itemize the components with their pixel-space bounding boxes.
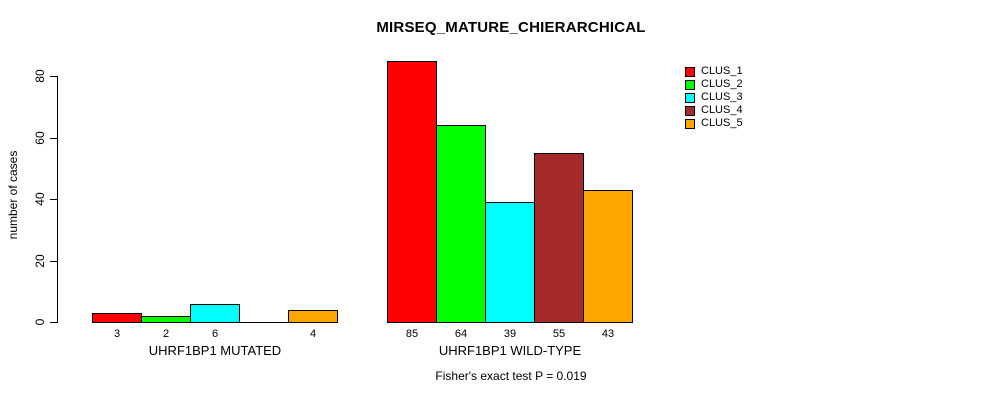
bar-clus_1 [92,313,142,323]
legend-swatch [685,92,695,103]
y-axis-tick [50,261,57,262]
bar-clus_4 [534,153,584,323]
legend-item: CLUS_5 [685,117,743,130]
bar-value-label: 2 [162,328,170,340]
legend-swatch [685,105,695,116]
bar-value-label: 85 [405,328,419,340]
legend-swatch [685,79,695,90]
group-label-mutated: UHRF1BP1 MUTATED [148,343,282,358]
legend-item: CLUS_3 [685,91,743,104]
bar-clus_5 [288,310,338,323]
bar-clus_3 [190,304,240,323]
footer-annotation: Fisher's exact test P = 0.019 [435,369,587,383]
bar-clus_3 [485,202,535,323]
legend-item: CLUS_4 [685,104,743,117]
legend-label: CLUS_5 [701,117,743,129]
y-axis-tick-label: 40 [33,192,47,206]
bar-clus_1 [387,61,437,323]
legend-label: CLUS_4 [701,104,743,116]
bar-value-label: 4 [309,328,317,340]
bar-value-label: 55 [552,328,566,340]
chart-title: MIRSEQ_MATURE_CHIERARCHICAL [376,19,646,36]
y-axis-tick-label: 0 [33,318,47,326]
bar-clus_5 [583,190,633,323]
legend-item: CLUS_1 [685,65,743,78]
bar-clus_2 [436,125,486,323]
y-axis-tick-label: 60 [33,131,47,145]
legend-label: CLUS_3 [701,91,743,103]
y-axis-line [57,76,58,323]
legend-label: CLUS_2 [701,78,743,90]
y-axis-tick [50,76,57,77]
bar-value-label: 64 [454,328,468,340]
bar-value-label: 39 [503,328,517,340]
y-axis-tick-label: 20 [33,254,47,268]
bar-value-label: 6 [211,328,219,340]
legend-label: CLUS_1 [701,65,743,77]
legend: CLUS_1 CLUS_2 CLUS_3 CLUS_4 CLUS_5 [685,65,743,130]
bar-value-label: 3 [113,328,121,340]
bar-value-label: 43 [601,328,615,340]
y-axis-tick [50,199,57,200]
group-label-wildtype: UHRF1BP1 WILD-TYPE [438,343,582,358]
legend-item: CLUS_2 [685,78,743,91]
y-axis-tick [50,322,57,323]
y-axis-tick [50,138,57,139]
y-axis-tick-label: 80 [33,69,47,83]
legend-swatch [685,66,695,77]
bar-clus_2 [141,316,191,323]
legend-swatch [685,118,695,129]
